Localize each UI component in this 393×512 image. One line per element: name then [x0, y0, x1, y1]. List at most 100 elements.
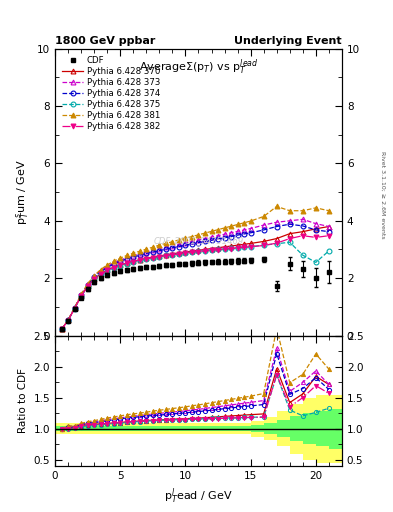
Pythia 6.428 373 — [314, 221, 318, 227]
Line: Pythia 6.428 382: Pythia 6.428 382 — [59, 233, 331, 332]
Pythia 6.428 381 — [131, 250, 136, 257]
Pythia 6.428 374 — [131, 254, 136, 260]
Pythia 6.428 374 — [242, 231, 246, 237]
Pythia 6.428 370 — [203, 246, 208, 252]
Pythia 6.428 373 — [157, 246, 162, 252]
Pythia 6.428 375 — [248, 244, 253, 250]
Pythia 6.428 374 — [209, 237, 214, 243]
Pythia 6.428 382 — [327, 232, 331, 239]
Pythia 6.428 382 — [144, 256, 149, 262]
Pythia 6.428 374 — [235, 232, 240, 238]
Pythia 6.428 370 — [125, 260, 129, 266]
Pythia 6.428 374 — [222, 234, 227, 241]
Pythia 6.428 374 — [79, 292, 83, 298]
Pythia 6.428 381 — [287, 208, 292, 214]
Pythia 6.428 382 — [209, 247, 214, 253]
Pythia 6.428 382 — [196, 249, 201, 255]
Pythia 6.428 375 — [235, 245, 240, 251]
Pythia 6.428 382 — [248, 244, 253, 250]
Pythia 6.428 374 — [157, 247, 162, 253]
Pythia 6.428 381 — [209, 228, 214, 234]
Pythia 6.428 373 — [59, 326, 64, 332]
Pythia 6.428 370 — [287, 230, 292, 237]
Pythia 6.428 382 — [176, 251, 181, 257]
Pythia 6.428 375 — [216, 246, 220, 252]
Pythia 6.428 374 — [92, 274, 97, 281]
Pythia 6.428 382 — [203, 248, 208, 254]
Pythia 6.428 370 — [105, 267, 110, 273]
Pythia 6.428 381 — [79, 291, 83, 297]
Pythia 6.428 370 — [66, 317, 70, 324]
Y-axis label: Ratio to CDF: Ratio to CDF — [18, 368, 28, 433]
Line: Pythia 6.428 381: Pythia 6.428 381 — [59, 204, 331, 332]
Pythia 6.428 382 — [151, 254, 155, 261]
Line: Pythia 6.428 370: Pythia 6.428 370 — [59, 224, 331, 332]
Pythia 6.428 374 — [196, 240, 201, 246]
Line: Pythia 6.428 373: Pythia 6.428 373 — [59, 217, 331, 332]
Pythia 6.428 374 — [287, 221, 292, 227]
Text: CDF_2001_S4751469: CDF_2001_S4751469 — [153, 237, 244, 245]
Pythia 6.428 375 — [125, 261, 129, 267]
Pythia 6.428 381 — [105, 262, 110, 268]
Pythia 6.428 370 — [314, 226, 318, 232]
Pythia 6.428 381 — [216, 227, 220, 233]
Pythia 6.428 370 — [222, 244, 227, 250]
Pythia 6.428 373 — [235, 228, 240, 234]
Pythia 6.428 373 — [111, 260, 116, 266]
Pythia 6.428 381 — [300, 208, 305, 214]
Pythia 6.428 381 — [261, 214, 266, 220]
Pythia 6.428 381 — [203, 230, 208, 236]
Pythia 6.428 370 — [98, 271, 103, 277]
Pythia 6.428 375 — [79, 293, 83, 300]
Pythia 6.428 381 — [196, 232, 201, 238]
Pythia 6.428 375 — [144, 256, 149, 262]
Pythia 6.428 382 — [85, 283, 90, 289]
Pythia 6.428 382 — [66, 317, 70, 324]
Pythia 6.428 373 — [105, 263, 110, 269]
Pythia 6.428 381 — [163, 240, 168, 246]
Pythia 6.428 381 — [98, 266, 103, 272]
Pythia 6.428 375 — [118, 263, 123, 269]
Pythia 6.428 374 — [327, 228, 331, 234]
Pythia 6.428 382 — [216, 247, 220, 253]
Pythia 6.428 374 — [144, 250, 149, 257]
Pythia 6.428 381 — [157, 242, 162, 248]
Legend: CDF, Pythia 6.428 370, Pythia 6.428 373, Pythia 6.428 374, Pythia 6.428 375, Pyt: CDF, Pythia 6.428 370, Pythia 6.428 373,… — [59, 53, 163, 134]
Pythia 6.428 370 — [261, 239, 266, 245]
Pythia 6.428 375 — [196, 248, 201, 254]
Pythia 6.428 382 — [183, 250, 188, 257]
Pythia 6.428 382 — [118, 262, 123, 268]
Pythia 6.428 375 — [98, 271, 103, 278]
Pythia 6.428 374 — [176, 244, 181, 250]
Pythia 6.428 382 — [222, 246, 227, 252]
Pythia 6.428 381 — [183, 235, 188, 241]
Pythia 6.428 374 — [274, 223, 279, 229]
Pythia 6.428 370 — [216, 245, 220, 251]
Pythia 6.428 370 — [196, 247, 201, 253]
Line: Pythia 6.428 374: Pythia 6.428 374 — [59, 222, 331, 332]
Pythia 6.428 370 — [176, 250, 181, 256]
Pythia 6.428 382 — [72, 306, 77, 312]
Pythia 6.428 374 — [229, 233, 233, 240]
Pythia 6.428 373 — [189, 239, 194, 245]
Pythia 6.428 375 — [209, 247, 214, 253]
Pythia 6.428 381 — [144, 246, 149, 252]
Pythia 6.428 374 — [203, 239, 208, 245]
Pythia 6.428 381 — [125, 252, 129, 259]
Pythia 6.428 382 — [314, 234, 318, 241]
Pythia 6.428 373 — [118, 257, 123, 263]
Pythia 6.428 373 — [203, 236, 208, 242]
Pythia 6.428 381 — [170, 239, 175, 245]
Pythia 6.428 370 — [144, 255, 149, 262]
Pythia 6.428 374 — [314, 227, 318, 233]
Pythia 6.428 375 — [176, 251, 181, 257]
Pythia 6.428 375 — [85, 284, 90, 290]
Pythia 6.428 382 — [170, 252, 175, 258]
Pythia 6.428 373 — [287, 218, 292, 224]
Pythia 6.428 381 — [235, 221, 240, 227]
Pythia 6.428 370 — [138, 257, 142, 263]
Pythia 6.428 381 — [111, 258, 116, 264]
Pythia 6.428 382 — [125, 260, 129, 266]
Pythia 6.428 382 — [138, 257, 142, 263]
Pythia 6.428 375 — [203, 247, 208, 253]
